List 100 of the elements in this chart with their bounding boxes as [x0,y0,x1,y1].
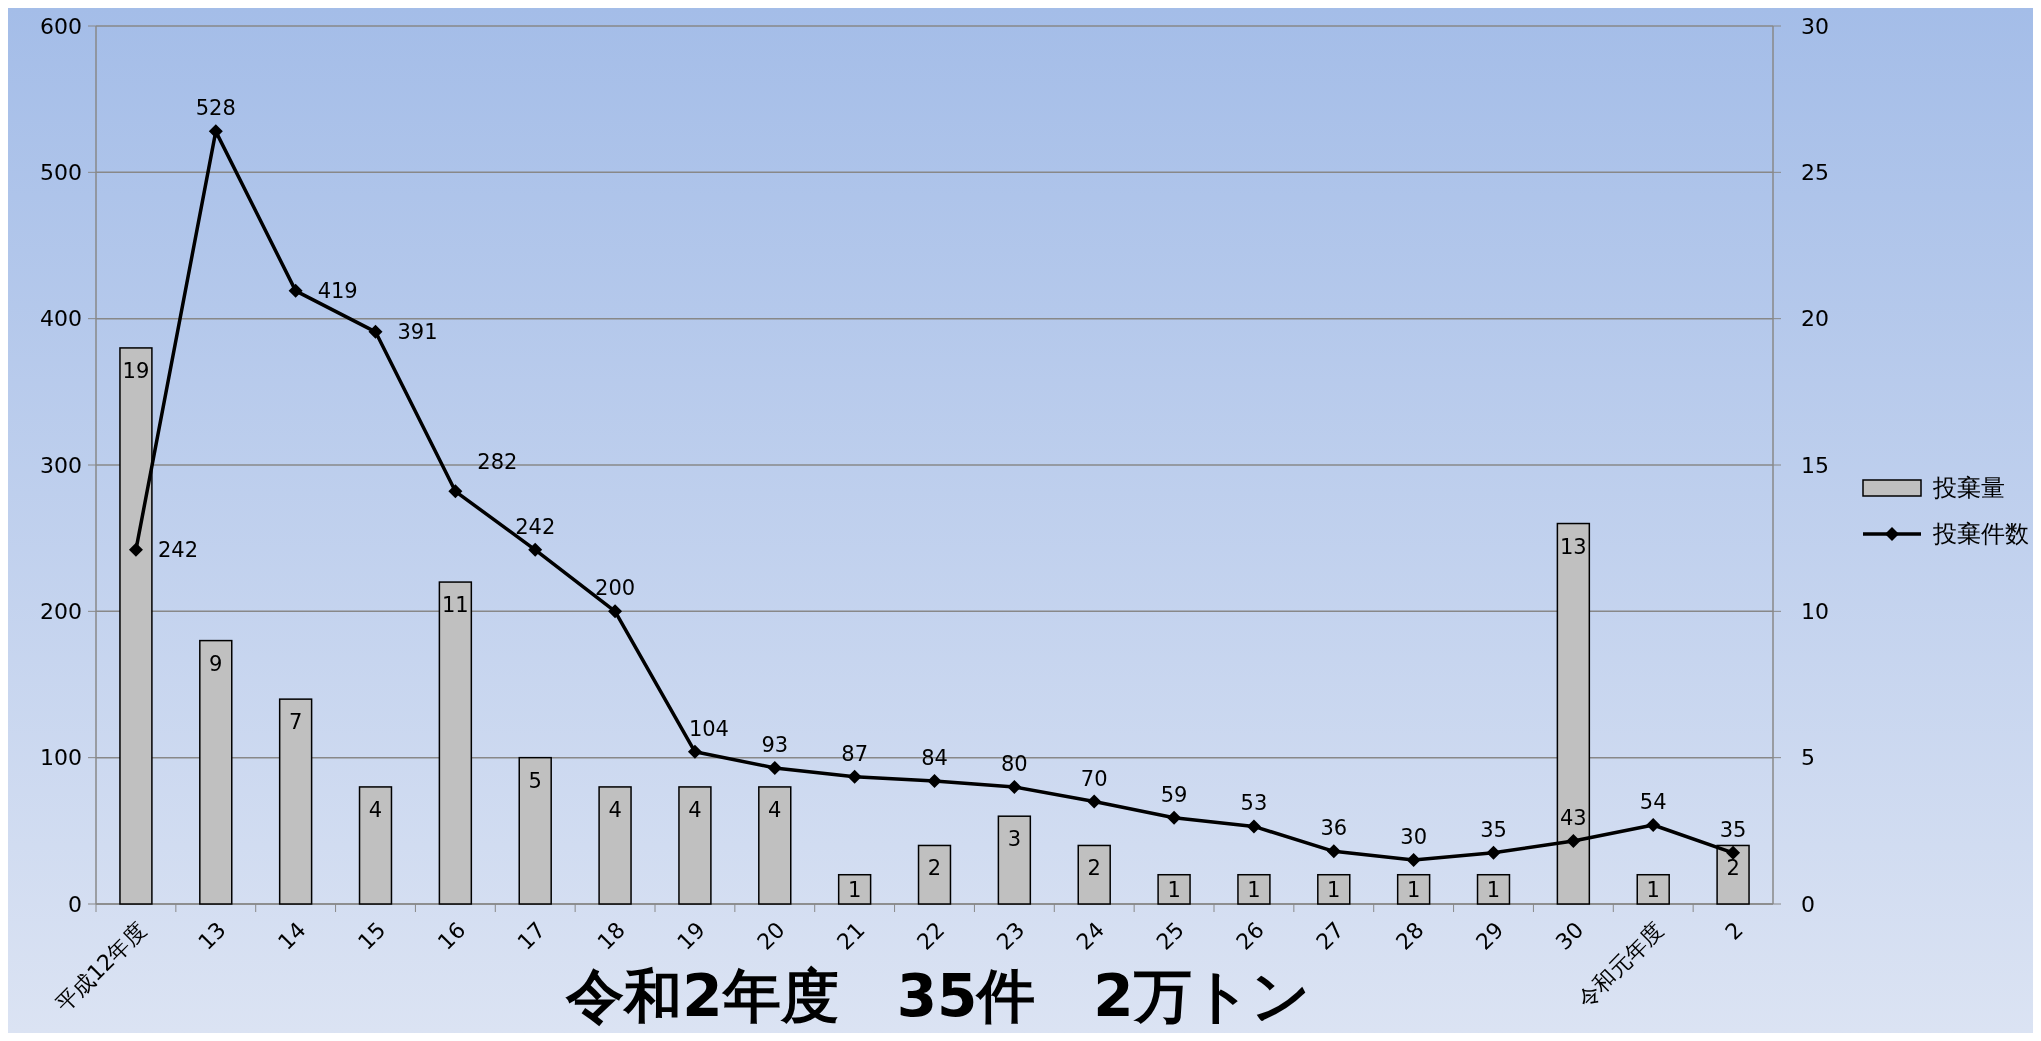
bar [678,786,712,905]
bar [837,873,872,905]
bar [1237,873,1271,905]
bar [598,786,632,905]
data-label: 282 [477,450,518,475]
point [927,774,942,789]
data-label: 30 [1400,825,1428,850]
x-tick-label: 18 [592,917,631,955]
y-tick-label: 200 [40,599,82,625]
data-label: 242 [515,514,556,539]
point [1167,810,1182,825]
data-label: 391 [397,319,438,344]
point [1646,817,1661,832]
x-tick-label: 28 [1391,917,1429,955]
bar [358,786,393,905]
bar [199,639,233,905]
data-label: 200 [595,576,636,601]
data-label: 70 [1080,766,1108,791]
point [208,124,223,139]
data-label: 4 [768,797,782,822]
data-label: 7 [288,710,303,735]
data-label: 35 [1719,817,1747,842]
bar [1396,873,1431,905]
data-label: 53 [1240,791,1268,816]
data-label: 13 [1559,534,1587,559]
data-label: 11 [441,593,469,618]
x-tick-label: 22 [912,917,950,955]
y2-tick-label: 15 [1801,452,1829,478]
x-tick-label: 26 [1231,917,1269,955]
legend-label: 投棄量 [1932,474,2005,503]
data-label: 1 [1327,878,1341,903]
x-tick-label: 24 [1071,917,1110,955]
point [1087,794,1102,809]
bar [758,786,792,905]
y-tick-label: 300 [40,452,82,478]
data-label: 4 [368,797,383,822]
data-label: 1 [1486,878,1501,903]
x-tick-label: 16 [432,917,471,955]
data-label: 80 [1000,751,1028,776]
x-tick-label: 2 [1720,917,1749,945]
point [1726,845,1741,860]
data-label: 59 [1160,782,1188,807]
bar [1157,873,1191,905]
legend-label: 投棄件数 [1932,520,2029,549]
point [528,542,543,557]
y2-tick-label: 10 [1801,599,1829,625]
point [687,744,702,759]
data-label: 4 [688,797,702,822]
point [1406,853,1421,868]
y2-tick-label: 5 [1801,745,1815,771]
data-label: 84 [921,746,948,771]
point [847,769,862,784]
data-label: 1 [1646,878,1660,903]
bar [1476,873,1511,905]
text: 令和2年度 35件 2万トン [565,962,1310,1030]
data-label: 19 [122,358,150,383]
bar [1077,844,1111,905]
y-tick-label: 600 [40,13,82,39]
data-label: 5 [528,768,542,793]
data-label: 35 [1480,817,1507,842]
point [767,760,782,775]
point [1566,834,1581,849]
data-label: 528 [195,96,236,121]
x-tick-label: 20 [752,917,790,955]
x-tick-label: 30 [1550,917,1589,955]
y2-tick-label: 30 [1801,13,1829,39]
point [1246,819,1261,834]
y2-tick-label: 25 [1801,160,1829,186]
data-label: 54 [1639,789,1667,814]
point [1326,844,1341,859]
bar [518,756,552,905]
bar [1317,873,1351,905]
data-label: 87 [841,741,869,766]
bar [1636,873,1670,905]
data-label: 2 [1087,856,1101,881]
x-tick-label: 29 [1471,917,1509,955]
data-label: 2 [1726,856,1740,881]
bar [278,698,313,905]
point [608,604,623,619]
x-tick-label: 平成12年度 [51,917,151,1017]
point [288,283,303,298]
x-tick-label: 19 [672,917,710,955]
data-label: 9 [209,651,223,676]
bar [438,581,473,905]
point [1007,779,1022,794]
data-label: 1 [1167,878,1181,903]
data-label: 419 [317,278,358,303]
data-label: 2 [927,856,942,881]
data-label: 104 [688,716,729,741]
point [128,542,143,557]
data-label: 3 [1007,827,1022,852]
point [1486,845,1501,860]
x-tick-label: 21 [832,917,870,955]
bar [917,844,952,905]
point [368,324,383,339]
x-tick-label: 13 [193,917,231,955]
x-tick-label: 25 [1151,917,1190,955]
x-tick-label: 17 [512,917,551,955]
data-label: 1 [847,878,862,903]
x-tick-label: 23 [991,917,1030,955]
